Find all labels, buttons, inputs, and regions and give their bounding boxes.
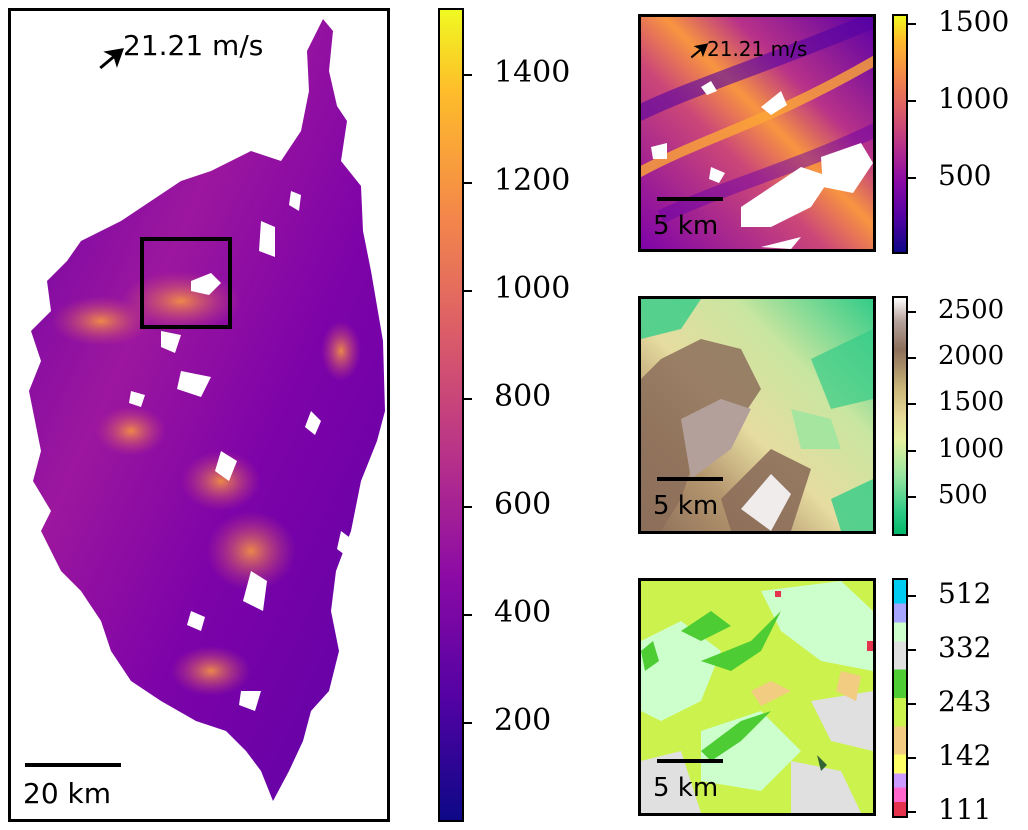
colorbar-tick-mark [908,757,916,759]
inset-landcover-svg [641,581,873,813]
inset-landcover-colorbar [892,578,908,818]
colorbar-tick-mark [908,176,916,179]
inset-landcover-panel: 5 km [638,578,876,816]
inset-location-box [140,237,232,329]
inset-elevation-svg [641,299,873,531]
colorbar-tick-mark [908,703,916,705]
colorbar-tick-label: 1000 [938,81,1010,115]
no-data-patches [129,191,349,711]
hotspot [51,296,151,346]
wind-arrow-icon [690,43,709,59]
hotspot [321,321,361,381]
inset-wind-scale-bar [657,197,723,201]
inset-wind-label: 21.21 m/s [707,37,808,61]
colorbar-tick-mark [464,289,472,292]
colorbar-tick-mark [464,613,472,616]
colorbar-tick-label: 1500 [938,387,1005,418]
colorbar-tick-mark [908,310,916,313]
colorbar-tick-mark [908,357,916,360]
inset-wind-colorbar [892,14,908,254]
inset-wind-panel: 21.21 m/s 5 km [638,14,876,252]
colorbar-tick-label: 111 [938,793,992,826]
wind-arrow-icon [99,48,125,70]
colorbar-tick-mark [464,181,472,184]
colorbar-tick-mark [908,449,916,452]
colorbar-tick-label: 500 [938,479,988,510]
colorbar-tick-mark [464,505,472,508]
colorbar-tick-label: 142 [938,739,992,772]
main-scale-bar [25,763,121,767]
colorbar-tick-mark [908,22,916,25]
colorbar-tick-label: 1000 [494,270,571,306]
colorbar-tick-label: 243 [938,685,992,718]
inset-elevation-scale-label: 5 km [653,491,719,521]
inset-elevation-panel: 5 km [638,296,876,534]
main-scale-label: 20 km [23,777,112,810]
hotspot [181,451,261,511]
colorbar-tick-mark [908,99,916,102]
hotspot [171,646,251,696]
colorbar-tick-mark [908,495,916,498]
colorbar-tick-mark [464,397,472,400]
hotspot [206,511,296,591]
inset-wind-scale-label: 5 km [653,211,719,241]
colorbar-tick-mark [908,403,916,406]
colorbar-tick-label: 1000 [938,433,1005,464]
colorbar-tick-label: 400 [494,594,552,630]
inset-elevation-colorbar [892,296,908,536]
inset-wind-svg [641,17,873,249]
colorbar-tick-label: 600 [494,486,552,522]
colorbar-tick-label: 512 [938,577,992,610]
island-shape [29,19,385,801]
inset-landcover-scale-bar [657,759,723,763]
colorbar-tick-label: 1400 [494,54,571,90]
inset-landcover-scale-label: 5 km [653,773,719,803]
colorbar-tick-mark [464,73,472,76]
inset-no-data [651,81,873,249]
main-map-panel: 21.21 m/s 20 km [8,8,390,822]
colorbar-tick-label: 1500 [938,4,1010,38]
colorbar-tick-mark [908,811,916,813]
colorbar-tick-mark [908,595,916,597]
colorbar-tick-mark [908,649,916,651]
inset-elevation-scale-bar [657,477,723,481]
main-colorbar [438,8,464,822]
colorbar-tick-label: 200 [494,702,552,738]
colorbar-tick-mark [464,721,472,724]
colorbar-tick-label: 500 [938,158,992,192]
colorbar-tick-label: 332 [938,631,992,664]
colorbar-tick-label: 1200 [494,162,571,198]
colorbar-tick-label: 2000 [938,341,1005,372]
colorbar-tick-label: 2500 [938,294,1005,325]
main-wind-label: 21.21 m/s [123,29,264,62]
main-map-svg [29,19,385,801]
hotspot [96,406,166,456]
colorbar-tick-label: 800 [494,378,552,414]
